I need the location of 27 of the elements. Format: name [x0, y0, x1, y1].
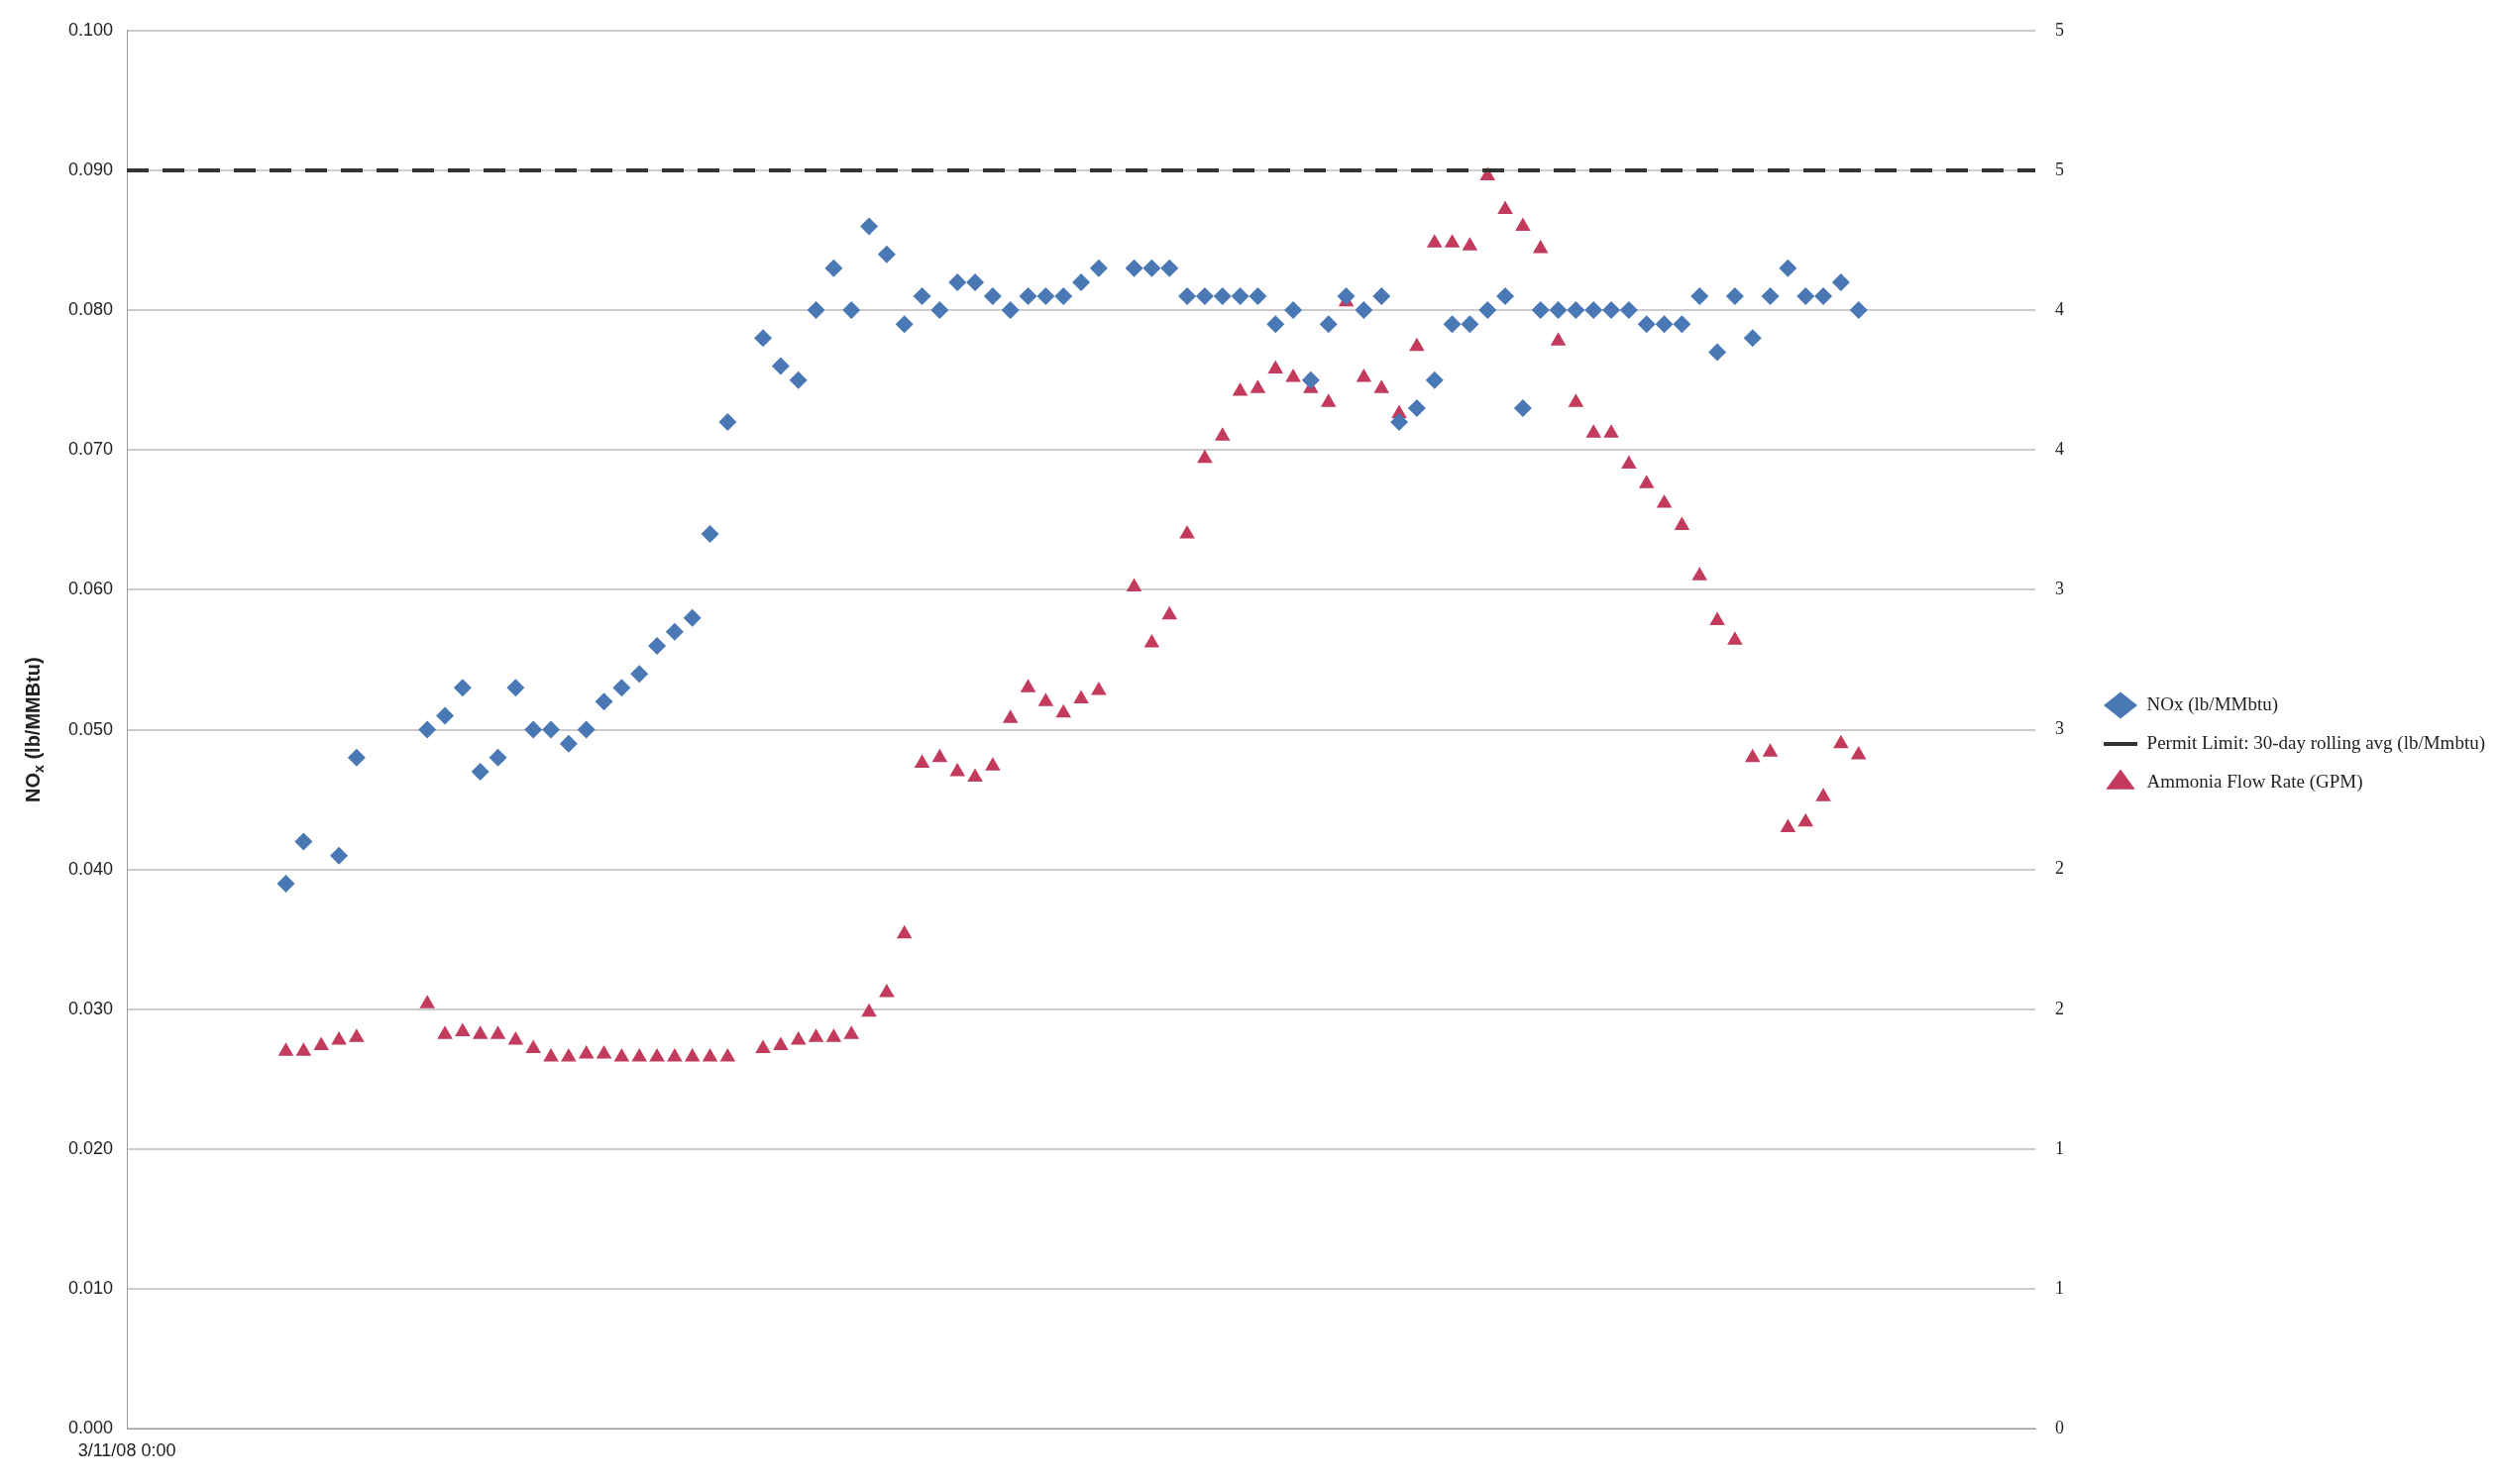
- legend-label: Permit Limit: 30-day rolling avg (lb/Mmbtu): [2146, 731, 2485, 754]
- y2-tick-label: 5: [2055, 19, 2065, 40]
- y-tick-label: 0.090: [68, 159, 114, 179]
- y-axis-title: NOx (lb/MMBtu): [21, 657, 47, 802]
- y-tick-label: 0.010: [68, 1278, 114, 1299]
- y-tick-label: 0.100: [68, 19, 114, 40]
- x-tick-label: 3/11/08 0:00: [77, 1440, 176, 1461]
- y2-tick-label: 2: [2055, 998, 2065, 1018]
- y-tick-label: 0.070: [68, 439, 114, 460]
- y-tick-label: 0.000: [68, 1418, 114, 1438]
- y2-tick-label: 0: [2055, 1418, 2065, 1438]
- legend-label: Ammonia Flow Rate (GPM): [2146, 770, 2363, 793]
- legend-label: NOx (lb/MMbtu): [2146, 692, 2279, 715]
- y-tick-label: 0.020: [68, 1138, 114, 1159]
- y2-tick-label: 3: [2055, 579, 2065, 599]
- y2-tick-label: 3: [2055, 718, 2065, 739]
- y2-tick-label: 1: [2055, 1277, 2065, 1298]
- y2-tick-label: 4: [2055, 298, 2065, 319]
- y-tick-label: 0.060: [68, 579, 114, 599]
- y-tick-label: 0.050: [68, 718, 114, 739]
- y2-tick-label: 2: [2055, 858, 2065, 879]
- y-tick-label: 0.040: [68, 858, 114, 879]
- y2-tick-label: 5: [2055, 159, 2065, 179]
- y2-tick-label: 4: [2055, 439, 2065, 460]
- y-tick-label: 0.030: [68, 998, 114, 1018]
- y2-tick-label: 1: [2055, 1137, 2065, 1158]
- y-tick-label: 0.080: [68, 299, 114, 320]
